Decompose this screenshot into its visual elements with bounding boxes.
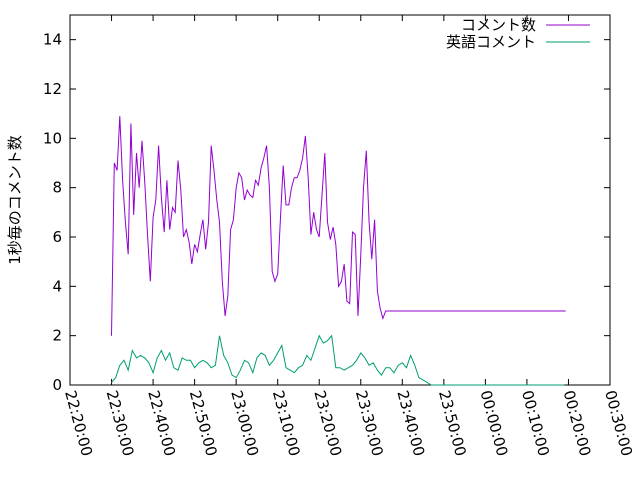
y-axis-label: 1秒毎のコメント数 [6,135,24,265]
plot-frame [69,14,611,386]
x-tick-label: 22:40:00 [144,388,179,458]
legend-label: 英語コメント [446,33,536,51]
y-axis: 0 2 4 6 8 10 12 14 [43,31,610,394]
x-tick-label: 23:50:00 [435,388,470,458]
y-tick-label: 4 [52,277,62,295]
x-tick-label: 23:30:00 [352,388,387,458]
legend-label: コメント数 [461,16,536,34]
y-tick-label: 12 [43,80,62,98]
series-line-1 [111,116,566,336]
y-tick-label: 10 [43,129,62,147]
x-tick-label: 22:20:00 [61,388,96,458]
x-tick-label: 23:40:00 [393,388,428,458]
x-tick-label: 23:00:00 [227,388,262,458]
y-tick-label: 2 [52,327,62,345]
x-tick-label: 00:00:00 [477,388,512,458]
x-tick-label: 22:30:00 [103,388,138,458]
x-tick-label: 23:10:00 [269,388,304,458]
y-tick-label: 6 [52,228,62,246]
y-tick-label: 14 [43,31,62,49]
x-tick-label: 00:10:00 [518,388,553,458]
y-tick-label: 8 [52,179,62,197]
x-tick-label: 00:20:00 [560,388,595,458]
series-line-2 [111,334,565,386]
y-tick-label: 0 [52,376,62,394]
x-tick-label: 00:30:00 [601,388,636,458]
x-tick-label: 23:20:00 [310,388,345,458]
series-layer [111,116,566,386]
x-tick-label: 22:50:00 [186,388,221,458]
